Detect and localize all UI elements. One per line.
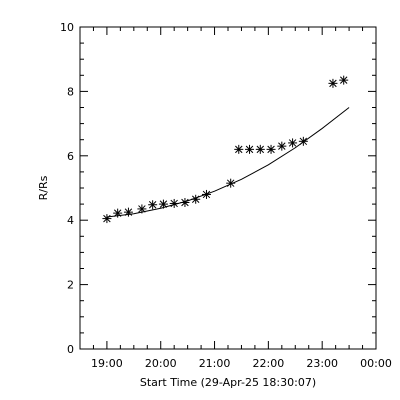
marker-stroke xyxy=(339,76,348,84)
y-tick-label: 8 xyxy=(67,85,74,98)
x-axis-label: Start Time (29-Apr-25 18:30:07) xyxy=(140,376,316,389)
y-tick-label: 10 xyxy=(60,21,74,34)
marker-stroke xyxy=(170,199,178,208)
marker-stroke xyxy=(329,79,337,88)
data-point xyxy=(102,214,112,224)
plot-frame xyxy=(79,26,377,350)
data-point xyxy=(277,141,287,151)
x-tick-label: 21:00 xyxy=(199,357,231,370)
data-point xyxy=(148,200,158,210)
marker-stroke xyxy=(278,142,286,150)
marker-stroke xyxy=(181,198,189,207)
marker-stroke xyxy=(159,200,168,208)
marker-stroke xyxy=(267,145,275,154)
fit-curve xyxy=(106,107,350,218)
data-point xyxy=(339,75,349,85)
marker-stroke xyxy=(299,137,308,146)
data-point xyxy=(266,144,276,154)
data-point xyxy=(226,178,236,188)
x-tick-label: 23:00 xyxy=(306,357,338,370)
marker-stroke xyxy=(245,145,254,154)
marker-stroke xyxy=(226,179,235,187)
y-tick-label: 4 xyxy=(67,214,74,227)
data-point xyxy=(191,194,201,204)
data-point xyxy=(245,144,255,154)
y-tick-label: 0 xyxy=(67,343,74,356)
data-point xyxy=(158,199,168,209)
marker-stroke xyxy=(103,214,111,223)
marker-stroke xyxy=(256,145,265,154)
marker-stroke xyxy=(148,201,157,209)
data-point xyxy=(234,144,244,154)
data-point xyxy=(328,78,338,88)
marker-stroke xyxy=(124,208,133,216)
marker-stroke xyxy=(191,195,200,203)
x-tick-label: 20:00 xyxy=(145,357,177,370)
y-tick-label: 6 xyxy=(67,150,74,163)
y-axis: 0 2 4 6 8 10 xyxy=(60,21,376,356)
data-point xyxy=(169,198,179,208)
data-point xyxy=(201,189,211,199)
marker-stroke xyxy=(113,209,122,217)
data-point xyxy=(180,197,190,207)
x-tick-label: 19:00 xyxy=(91,357,123,370)
x-tick-label: 00:00 xyxy=(360,357,392,370)
marker-stroke xyxy=(138,205,146,213)
x-axis: 19:00 20:00 21:00 22:00 23:00 00:00 xyxy=(91,27,392,370)
data-point xyxy=(288,138,298,148)
data-point xyxy=(113,208,123,218)
y-axis-label: R/Rs xyxy=(37,175,50,200)
data-point xyxy=(137,204,147,214)
data-point xyxy=(123,207,133,217)
marker-stroke xyxy=(202,190,211,199)
y-tick-label: 2 xyxy=(67,279,74,292)
data-points xyxy=(102,75,349,224)
data-point xyxy=(255,144,265,154)
x-tick-label: 22:00 xyxy=(253,357,285,370)
marker-stroke xyxy=(235,145,243,154)
marker-stroke xyxy=(288,139,297,147)
data-point xyxy=(298,136,308,146)
